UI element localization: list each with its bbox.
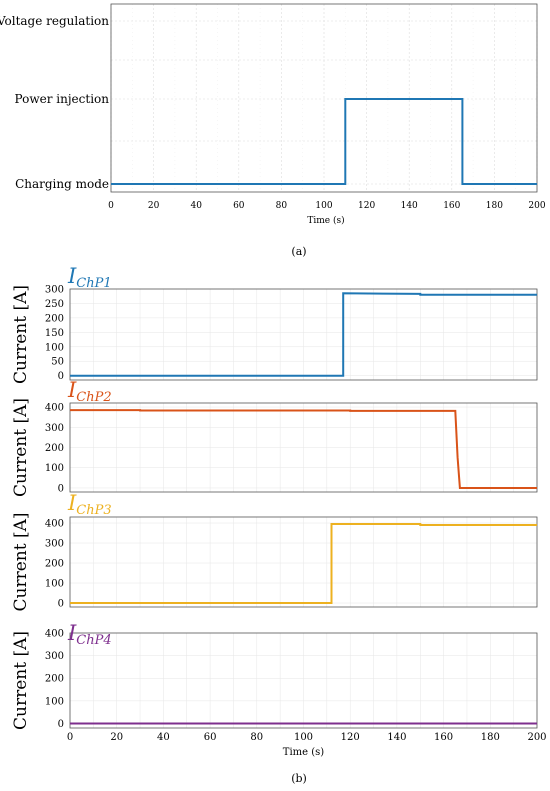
x-tick-label: 180 xyxy=(481,732,500,743)
subplot-title-main: I xyxy=(67,491,77,515)
y-category-label: Power injection xyxy=(15,92,110,106)
y-tick-label: 50 xyxy=(51,357,64,368)
y-tick-label: 0 xyxy=(58,599,64,610)
y-category-label: Voltage regulation xyxy=(0,14,109,28)
x-axis-label: Time (s) xyxy=(283,747,324,758)
y-tick-label: 200 xyxy=(45,674,64,685)
x-tick-label: 60 xyxy=(204,732,217,743)
subplot: 0 100 200 300 400 Current [A] IChP3 xyxy=(11,491,538,612)
x-tick-label: 20 xyxy=(148,201,160,211)
x-tick-label: 140 xyxy=(387,732,406,743)
y-tick-label: 250 xyxy=(45,299,64,310)
subplot: 0 50 100 150 200 250 300 Current [A] IChP1 xyxy=(11,264,538,384)
x-tick-label: 80 xyxy=(276,201,288,211)
y-tick-label: 300 xyxy=(45,539,64,550)
subplot-title-sub: ChP3 xyxy=(76,503,111,518)
subplot-title: IChP4 xyxy=(67,621,112,648)
y-tick-label: 150 xyxy=(45,328,64,339)
subplot-title-sub: ChP4 xyxy=(76,633,111,648)
y-tick-label: 0 xyxy=(58,483,64,494)
y-tick-label: 200 xyxy=(45,313,64,324)
y-tick-label: 100 xyxy=(45,579,64,590)
subplot-title: IChP1 xyxy=(67,264,112,291)
y-tick-label: 400 xyxy=(45,519,64,530)
subplot-title-main: I xyxy=(67,621,77,645)
x-tick-label: 160 xyxy=(434,732,453,743)
y-tick-label: 300 xyxy=(45,651,64,662)
subplot-title: IChP3 xyxy=(67,491,112,518)
series-line xyxy=(111,98,537,185)
x-tick-label: 160 xyxy=(443,201,460,211)
x-tick-label: 120 xyxy=(341,732,360,743)
subplot: 0 100 200 300 400 Current [A] IChP2 xyxy=(11,378,538,497)
y-axis-label: Current [A] xyxy=(11,285,31,384)
x-tick-label: 100 xyxy=(315,201,332,211)
series-line xyxy=(70,292,537,377)
series-line xyxy=(70,409,537,489)
subplot-title-main: I xyxy=(67,378,77,402)
x-tick-label: 20 xyxy=(110,732,123,743)
subplot-title: IChP2 xyxy=(67,378,112,405)
plot-frame-a xyxy=(110,3,538,193)
y-tick-label: 200 xyxy=(45,443,64,454)
y-tick-label: 100 xyxy=(45,342,64,353)
y-tick-label: 100 xyxy=(45,696,64,707)
caption-a: (a) xyxy=(291,245,306,258)
chart-a: Charging mode Power injection Voltage regu… xyxy=(0,3,546,258)
y-tick-label: 100 xyxy=(45,463,64,474)
y-tick-label: 300 xyxy=(45,285,64,296)
x-tick-label: 200 xyxy=(527,732,546,743)
x-tick-label: 200 xyxy=(528,201,545,211)
y-axis-label: Current [A] xyxy=(11,631,31,730)
y-axis-label: Current [A] xyxy=(11,513,31,612)
subplot: 0 100 200 300 400 Current [A] IChP4 xyxy=(11,621,538,730)
x-tick-label: 60 xyxy=(233,201,245,211)
y-axis-label: Current [A] xyxy=(11,398,31,497)
subplot-title-main: I xyxy=(67,264,77,288)
y-category-label: Charging mode xyxy=(15,177,109,191)
x-tick-label: 100 xyxy=(294,732,313,743)
subplot-title-sub: ChP2 xyxy=(76,390,111,405)
plot-frame xyxy=(69,632,538,729)
caption-b: (b) xyxy=(291,772,307,785)
y-tick-label: 400 xyxy=(45,403,64,414)
y-tick-label: 0 xyxy=(58,371,64,382)
y-tick-label: 0 xyxy=(58,719,64,730)
plot-frame xyxy=(69,402,538,493)
x-tick-label: 140 xyxy=(401,201,418,211)
y-tick-label: 300 xyxy=(45,423,64,434)
x-tick-label: 0 xyxy=(108,201,114,211)
y-tick-label: 400 xyxy=(45,629,64,640)
y-tick-label: 200 xyxy=(45,559,64,570)
x-tick-label: 120 xyxy=(358,201,375,211)
plot-frame xyxy=(69,516,538,608)
x-tick-label: 0 xyxy=(67,732,73,743)
x-axis-label: Time (s) xyxy=(307,215,344,226)
x-tick-label: 180 xyxy=(486,201,503,211)
plot-frame xyxy=(69,288,538,381)
series-line xyxy=(70,523,537,604)
x-tick-label: 40 xyxy=(190,201,202,211)
x-tick-label: 80 xyxy=(250,732,263,743)
subplot-title-sub: ChP1 xyxy=(76,276,111,291)
x-tick-label: 40 xyxy=(157,732,170,743)
